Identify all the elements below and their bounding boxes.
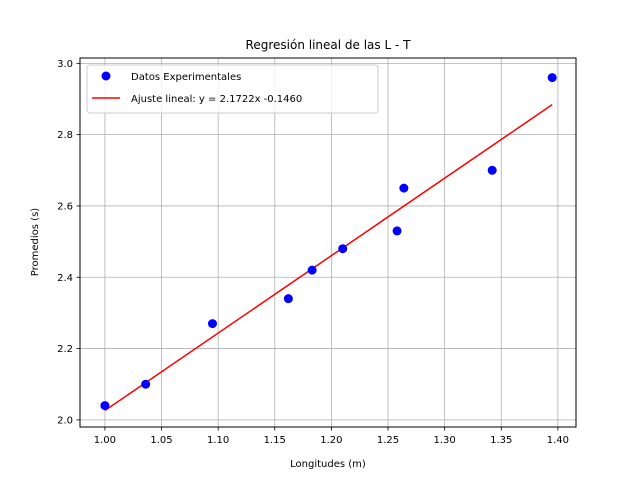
x-tick-label: 1.40 <box>547 435 569 446</box>
data-point <box>307 265 317 275</box>
x-tick-label: 1.30 <box>434 435 456 446</box>
x-tick-label: 1.20 <box>320 435 342 446</box>
fit-line-layer <box>104 104 553 412</box>
legend-label-fit: Ajuste lineal: y = 2.1722x -0.1460 <box>131 94 302 105</box>
plot-frame <box>79 57 577 428</box>
x-tick-label: 1.00 <box>94 435 116 446</box>
y-tick-label: 2.2 <box>57 344 73 355</box>
grid <box>80 58 576 427</box>
y-tick-label: 2.4 <box>57 273 73 284</box>
x-axis-title: Longitudes (m) <box>290 459 366 470</box>
legend-label-scatter: Datos Experimentales <box>131 72 241 83</box>
y-axis-title: Promedios (s) <box>30 208 41 277</box>
x-tick-label: 1.05 <box>150 435 172 446</box>
data-point <box>547 73 557 83</box>
data-point <box>100 401 110 411</box>
x-tick-label: 1.10 <box>207 435 229 446</box>
data-point <box>399 183 409 193</box>
y-tick-label: 2.6 <box>57 201 73 212</box>
data-point <box>283 294 293 304</box>
y-tick-label: 3.0 <box>57 59 73 70</box>
y-tick-label: 2.8 <box>57 130 73 141</box>
data-point <box>207 319 217 329</box>
fit-line <box>104 104 553 412</box>
chart-title: Regresión lineal de las L - T <box>246 38 412 52</box>
x-axis-ticks: 1.00 1.05 1.10 1.15 1.20 1.25 1.30 1.35 1.40 <box>94 427 569 446</box>
y-axis-ticks: 2.0 2.2 2.4 2.6 2.8 3.0 <box>57 59 80 426</box>
data-point <box>338 244 348 254</box>
x-tick-label: 1.15 <box>264 435 286 446</box>
legend: Datos Experimentales Ajuste lineal: y = … <box>86 64 379 114</box>
data-point <box>141 379 151 389</box>
data-point <box>392 226 402 236</box>
data-points-layer <box>100 73 557 411</box>
x-tick-label: 1.35 <box>490 435 512 446</box>
data-point <box>487 165 497 175</box>
legend-marker-scatter <box>101 71 111 81</box>
y-tick-label: 2.0 <box>57 415 73 426</box>
legend-box <box>86 64 379 114</box>
x-tick-label: 1.25 <box>377 435 399 446</box>
